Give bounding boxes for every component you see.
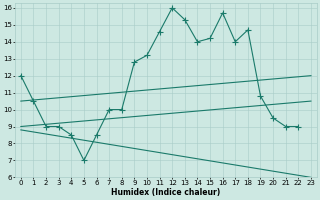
X-axis label: Humidex (Indice chaleur): Humidex (Indice chaleur)	[111, 188, 220, 197]
